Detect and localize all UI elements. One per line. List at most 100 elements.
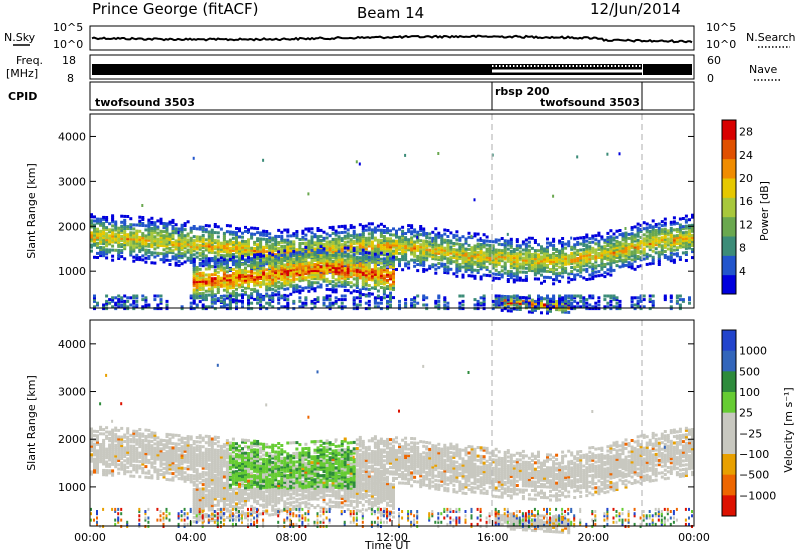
power-cell	[651, 245, 655, 249]
velocity-cell	[105, 462, 109, 466]
power-ytick-label: 4000	[58, 130, 86, 143]
power-cell	[352, 301, 356, 305]
power-cell	[367, 244, 371, 248]
power-cell	[132, 247, 136, 251]
power-cell	[204, 242, 208, 246]
power-cell	[150, 235, 154, 238]
power-cell	[561, 296, 565, 300]
velocity-cell	[123, 435, 127, 439]
power-cell	[407, 248, 411, 252]
cpid-segment-3: twofsound 3503	[540, 96, 640, 109]
power-cell	[192, 260, 196, 264]
power-cell	[515, 270, 519, 274]
power-cell	[606, 231, 610, 235]
power-cell	[316, 249, 320, 252]
power-cell	[688, 234, 691, 238]
power-cell	[171, 224, 175, 228]
power-cell	[419, 229, 423, 233]
velocity-cell	[138, 453, 142, 457]
velocity-cell	[129, 438, 133, 442]
power-cell	[216, 243, 220, 247]
power-cell	[476, 299, 480, 303]
power-cell	[618, 305, 622, 309]
power-cell	[482, 259, 486, 263]
power-cell	[633, 251, 637, 255]
power-cell	[567, 294, 571, 298]
power-cell	[506, 280, 510, 283]
power-colorbar-label: Power [dB]	[758, 181, 771, 241]
power-cell	[509, 274, 513, 278]
power-cell	[231, 236, 235, 240]
power-cell	[286, 244, 290, 248]
power-cell	[588, 273, 592, 277]
power-cell	[295, 236, 299, 240]
power-cell	[259, 285, 263, 289]
power-cell	[238, 261, 241, 265]
power-cell	[603, 263, 607, 266]
power-cell	[364, 267, 368, 271]
power-cell	[241, 294, 244, 298]
power-cell	[228, 268, 232, 272]
power-cell	[241, 247, 244, 251]
power-cell	[425, 234, 429, 237]
power-cell	[639, 264, 643, 268]
power-cell	[352, 267, 356, 271]
power-cell	[370, 230, 374, 234]
power-cell	[549, 259, 552, 263]
power-cell	[361, 235, 365, 238]
power-cell	[410, 232, 414, 236]
power-cell	[437, 249, 441, 253]
power-cell	[325, 265, 329, 269]
power-cell	[93, 243, 96, 247]
power-cell	[259, 258, 263, 262]
power-cell	[416, 240, 420, 244]
power-cell	[289, 292, 293, 296]
power-cell	[135, 255, 139, 259]
power-cell	[364, 246, 368, 250]
power-cell	[382, 235, 386, 238]
power-cell	[186, 232, 190, 236]
power-cell	[219, 245, 223, 249]
velocity-cell	[129, 474, 133, 478]
power-cell	[316, 261, 320, 265]
power-cell	[198, 267, 202, 271]
power-cell	[355, 279, 359, 283]
power-cell	[370, 234, 374, 238]
power-cell	[549, 241, 552, 245]
power-cell	[250, 259, 254, 263]
power-cell	[591, 277, 595, 281]
power-cell	[250, 269, 254, 273]
power-cell	[546, 253, 549, 257]
power-cell	[117, 242, 121, 246]
power-cell	[606, 252, 610, 256]
power-cell	[373, 278, 377, 282]
power-cell	[277, 286, 281, 290]
power-cell	[325, 246, 329, 250]
power-cell	[555, 268, 559, 272]
power-cell	[527, 310, 531, 314]
power-cell	[382, 241, 386, 245]
power-cell	[247, 278, 250, 282]
power-cell	[304, 233, 308, 237]
power-cell	[515, 294, 519, 298]
power-cell	[253, 261, 257, 265]
power-cell	[192, 294, 196, 298]
power-cell	[666, 237, 670, 241]
power-cell	[416, 263, 420, 266]
power-cell	[207, 261, 211, 265]
power-cell	[404, 246, 408, 250]
power-cell	[639, 258, 643, 262]
power-cell	[225, 246, 229, 250]
power-cell	[449, 247, 453, 251]
power-cell	[262, 249, 266, 253]
power-cell	[552, 254, 556, 257]
power-cell	[552, 278, 556, 282]
power-cell	[162, 236, 166, 240]
power-cell	[262, 272, 266, 276]
power-cell	[373, 268, 377, 272]
power-cell	[271, 296, 275, 300]
power-cell	[482, 233, 486, 237]
power-cell	[591, 273, 595, 276]
power-cell	[331, 231, 335, 235]
power-cell	[186, 242, 190, 246]
